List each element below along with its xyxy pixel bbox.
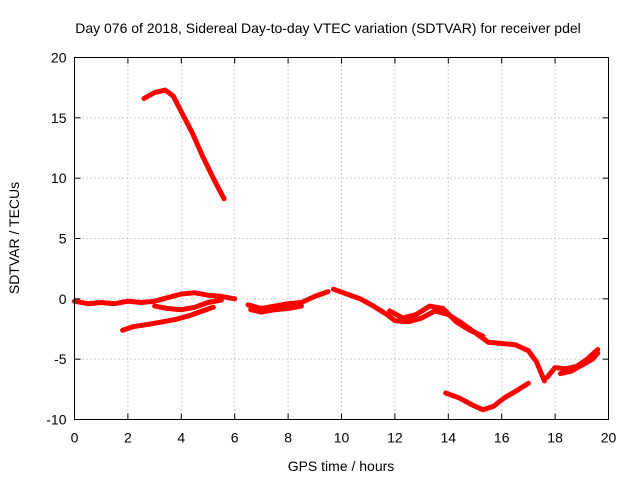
series-line-arc-mid (245, 289, 331, 311)
x-tick-label: 16 (494, 430, 510, 446)
y-tick-label: 10 (51, 170, 67, 186)
x-tick-label: 18 (547, 430, 563, 446)
x-tick-label: 2 (124, 430, 132, 446)
chart-title: Day 076 of 2018, Sidereal Day-to-day VTE… (75, 20, 581, 36)
x-tick-label: 20 (601, 430, 617, 446)
series-line-arc-descend (331, 286, 547, 384)
series-line-arc-near-zero-a (72, 290, 238, 307)
y-tick-label: 15 (51, 110, 67, 126)
y-axis-label: SDTVAR / TECUs (6, 182, 22, 294)
x-tick-label: 4 (177, 430, 185, 446)
grid (74, 57, 609, 420)
series-line-arc-high (141, 87, 227, 202)
x-tick-label: 0 (71, 430, 79, 446)
x-axis-label: GPS time / hours (288, 458, 395, 474)
series-line-arc-rising (120, 304, 216, 333)
x-tick-label: 8 (284, 430, 292, 446)
series-line-arc-mid-b (248, 303, 304, 315)
series-layer (72, 87, 601, 413)
series-line-arc-end (544, 347, 601, 380)
y-tick-label: 0 (59, 291, 67, 307)
x-tick-label: 6 (231, 430, 239, 446)
y-tick-label: -10 (46, 412, 66, 428)
ticks: 0 2 4 6 8 10 12 14 16 18 20 -10 -5 0 5 10 15 20 (46, 50, 616, 446)
series-line-arc-end-b (557, 350, 601, 377)
x-tick-label: 12 (387, 430, 403, 446)
series-line-arc-descend-b (387, 303, 486, 339)
x-tick-label: 10 (334, 430, 350, 446)
x-tick-label: 14 (441, 430, 457, 446)
y-tick-label: 5 (59, 231, 67, 247)
series-line-arc-near-zero-b (152, 297, 224, 313)
y-tick-label: -5 (54, 351, 67, 367)
series-line-arc-low (443, 380, 531, 413)
y-tick-label: 20 (51, 50, 67, 66)
